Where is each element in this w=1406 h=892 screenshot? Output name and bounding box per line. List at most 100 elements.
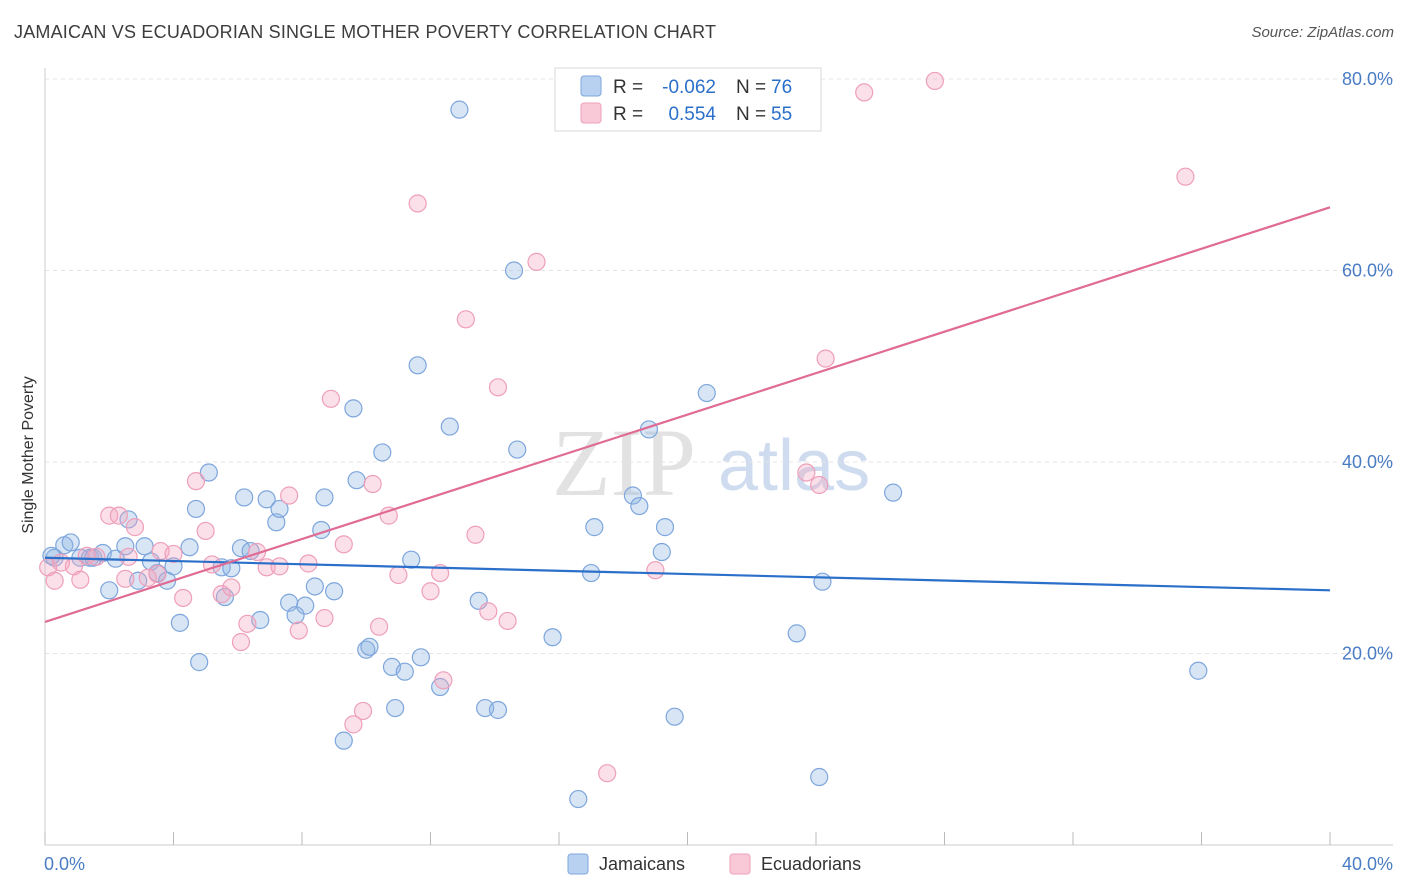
legend-n-label-2: N = bbox=[736, 104, 766, 125]
data-point-ecuadorians bbox=[363, 474, 382, 494]
data-point-jamaicans bbox=[504, 261, 524, 280]
trend-lines bbox=[44, 206, 1331, 623]
data-point-ecuadorians bbox=[389, 565, 408, 585]
data-point-jamaicans bbox=[787, 624, 806, 643]
legend-n-value-1: 76 bbox=[771, 77, 792, 98]
data-point-jamaicans bbox=[488, 700, 508, 720]
series-legend: Jamaicans Ecuadorians bbox=[567, 853, 861, 875]
data-point-jamaicans bbox=[810, 767, 829, 787]
data-point-jamaicans bbox=[347, 471, 366, 490]
data-point-jamaicans bbox=[402, 550, 421, 569]
axes bbox=[44, 68, 1393, 846]
data-point-jamaicans bbox=[623, 486, 642, 505]
data-point-ecuadorians bbox=[370, 617, 389, 636]
data-point-ecuadorians bbox=[119, 547, 138, 566]
x-tick-label: 40.0% bbox=[1342, 854, 1393, 874]
data-point-ecuadorians bbox=[270, 557, 289, 576]
data-point-jamaicans bbox=[135, 537, 154, 556]
data-point-ecuadorians bbox=[598, 764, 617, 783]
gridlines bbox=[45, 78, 1393, 654]
y-axis-label: Single Mother Poverty bbox=[20, 376, 37, 533]
y-tick-label: 40.0% bbox=[1342, 452, 1393, 472]
data-point-ecuadorians bbox=[280, 486, 299, 505]
data-point-jamaicans bbox=[665, 707, 684, 726]
data-point-jamaicans bbox=[296, 596, 315, 615]
data-point-ecuadorians bbox=[321, 389, 341, 408]
data-point-jamaicans bbox=[655, 518, 675, 537]
data-point-ecuadorians bbox=[212, 585, 231, 604]
y-tick-label: 60.0% bbox=[1342, 261, 1393, 281]
data-point-ecuadorians bbox=[231, 632, 251, 652]
data-point-ecuadorians bbox=[247, 542, 267, 562]
data-point-jamaicans bbox=[582, 563, 601, 583]
legend-swatch-ecuadorians bbox=[580, 102, 602, 124]
data-point-ecuadorians bbox=[164, 544, 183, 564]
data-point-ecuadorians bbox=[71, 570, 90, 589]
data-point-jamaicans bbox=[100, 581, 119, 600]
legend-r-label-2: R = bbox=[613, 104, 643, 125]
data-point-ecuadorians bbox=[315, 608, 334, 628]
data-point-jamaicans bbox=[373, 443, 392, 462]
data-point-ecuadorians bbox=[498, 611, 517, 631]
tick-labels: 20.0% 40.0% 60.0% 80.0% 0.0% 40.0% bbox=[44, 69, 1393, 874]
data-point-jamaicans bbox=[61, 533, 80, 552]
data-point-ecuadorians bbox=[174, 588, 193, 608]
data-point-jamaicans bbox=[270, 499, 289, 519]
data-point-jamaicans bbox=[267, 513, 286, 532]
data-point-jamaicans bbox=[344, 399, 363, 418]
legend-n-value-2: 55 bbox=[771, 104, 792, 125]
data-point-jamaicans bbox=[199, 463, 218, 482]
data-point-jamaicans bbox=[257, 490, 276, 509]
data-point-ecuadorians bbox=[87, 547, 106, 566]
legend-r-value-1: -0.062 bbox=[662, 77, 716, 98]
data-point-ecuadorians bbox=[116, 569, 135, 588]
bottom-legend-swatch-jamaicans bbox=[567, 853, 589, 875]
data-point-jamaicans bbox=[569, 789, 588, 809]
data-point-jamaicans bbox=[315, 488, 334, 507]
data-point-ecuadorians bbox=[479, 602, 498, 621]
data-point-jamaicans bbox=[440, 417, 459, 436]
data-point-ecuadorians bbox=[77, 546, 96, 565]
trend-line-jamaicans bbox=[44, 556, 1331, 592]
chart-title: JAMAICAN VS ECUADORIAN SINGLE MOTHER POV… bbox=[14, 22, 717, 42]
data-point-jamaicans bbox=[180, 538, 199, 557]
chart-source: Source: ZipAtlas.com bbox=[1251, 24, 1394, 41]
data-point-ecuadorians bbox=[421, 582, 440, 601]
data-point-jamaicans bbox=[813, 572, 832, 591]
data-point-ecuadorians bbox=[810, 475, 829, 495]
data-point-ecuadorians bbox=[1176, 167, 1195, 186]
data-point-jamaicans bbox=[360, 637, 379, 656]
data-point-ecuadorians bbox=[138, 568, 157, 587]
data-point-ecuadorians bbox=[289, 621, 308, 640]
legend-n-label-1: N = bbox=[736, 77, 766, 98]
data-point-ecuadorians bbox=[222, 578, 241, 597]
bottom-legend-swatch-ecuadorians bbox=[729, 853, 751, 875]
data-point-jamaicans bbox=[883, 483, 903, 502]
data-point-ecuadorians bbox=[100, 506, 119, 525]
data-point-jamaicans bbox=[697, 383, 716, 403]
data-point-ecuadorians bbox=[344, 715, 363, 734]
data-point-ecuadorians bbox=[148, 564, 167, 584]
data-point-jamaicans bbox=[630, 496, 649, 516]
data-point-ecuadorians bbox=[353, 701, 373, 721]
x-tick-label: 0.0% bbox=[44, 854, 85, 874]
data-point-jamaicans bbox=[42, 546, 61, 565]
watermark-atlas: atlas bbox=[718, 426, 870, 506]
data-point-ecuadorians bbox=[125, 518, 145, 537]
data-point-jamaicans bbox=[450, 100, 469, 119]
data-point-ecuadorians bbox=[466, 525, 485, 544]
bottom-legend-ecuadorians: Ecuadorians bbox=[761, 854, 861, 874]
data-point-jamaicans bbox=[215, 587, 234, 607]
data-point-jamaicans bbox=[235, 488, 254, 507]
legend-swatch-jamaicans bbox=[580, 75, 602, 97]
data-point-ecuadorians bbox=[408, 194, 427, 213]
data-point-jamaicans bbox=[508, 440, 527, 459]
legend-r-value-2: 0.554 bbox=[668, 104, 716, 125]
data-point-jamaicans bbox=[652, 542, 671, 562]
data-point-jamaicans bbox=[305, 577, 324, 596]
data-point-jamaicans bbox=[1189, 661, 1208, 680]
data-point-jamaicans bbox=[411, 648, 430, 667]
trend-line-ecuadorians bbox=[44, 206, 1331, 623]
data-point-ecuadorians bbox=[109, 506, 128, 525]
